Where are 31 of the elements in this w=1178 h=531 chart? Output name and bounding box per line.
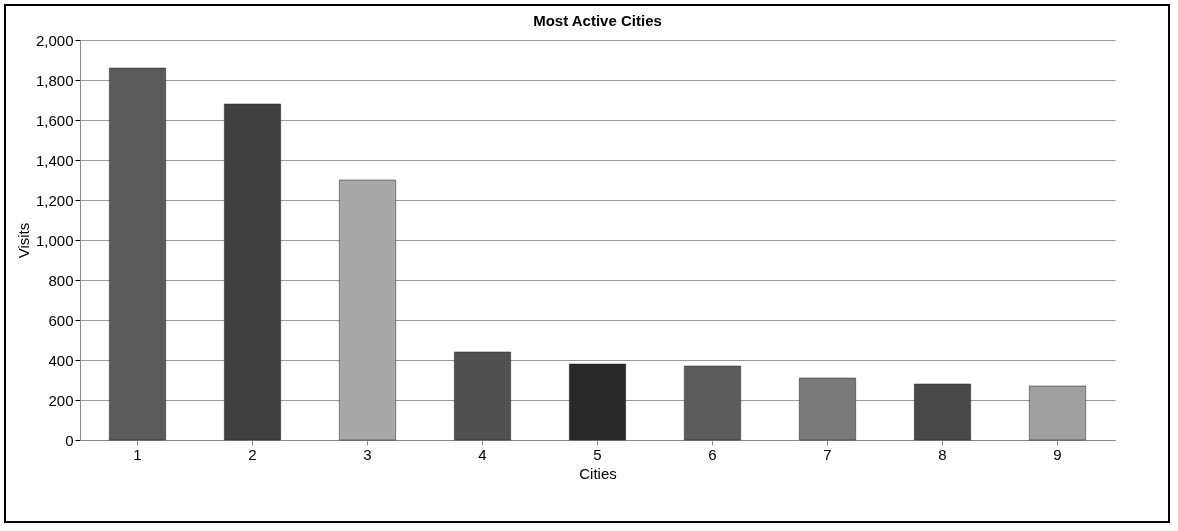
y-tick-label: 1,200 [35,191,74,209]
bar [684,365,741,441]
bar [109,67,166,441]
bar [454,351,511,441]
x-tick-label: 1 [133,445,142,463]
chart-title: Most Active Cities [533,12,662,29]
y-tick-label: 600 [48,311,74,329]
x-tick-label: 2 [248,445,257,463]
x-tick-label: 5 [593,445,602,463]
y-tick-label: 0 [65,431,74,449]
x-tick-label: 7 [823,445,832,463]
x-tick-label: 6 [708,445,717,463]
y-axis-title: Visits [14,222,32,259]
x-tick-label: 4 [478,445,487,463]
y-tick-label: 1,000 [35,231,74,249]
x-tick-label: 8 [938,445,947,463]
y-tick-label: 1,600 [35,111,74,129]
bar [224,103,281,441]
x-tick-label: 3 [363,445,372,463]
bar [569,363,626,441]
y-tick-label: 1,800 [35,71,74,89]
y-tick-label: 1,400 [35,151,74,169]
y-tick-label: 400 [48,351,74,369]
y-tick-label: 800 [48,271,74,289]
x-tick-label: 9 [1053,445,1062,463]
bar [914,383,971,441]
bar [339,179,396,441]
bar [799,377,856,441]
y-tick-label: 2,000 [35,31,74,49]
x-axis-title: Cities [579,464,617,482]
y-tick-label: 200 [48,391,74,409]
